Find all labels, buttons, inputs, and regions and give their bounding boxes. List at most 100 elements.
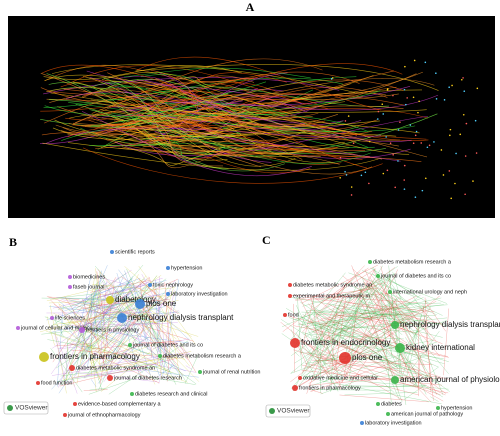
node-label: frontiers in physiology [86, 327, 139, 333]
journal-dot [381, 103, 383, 105]
journal-dot [344, 171, 346, 173]
network-node [298, 376, 302, 380]
network-node [376, 274, 380, 278]
journal-dot [429, 145, 431, 147]
journal-dot [365, 171, 367, 173]
journal-dot [477, 88, 479, 90]
journal-dot [397, 160, 399, 162]
network-node [39, 352, 49, 362]
journal-dot [369, 141, 371, 143]
journal-dot [465, 155, 467, 157]
journal-dot [404, 188, 406, 190]
journal-dot [425, 177, 427, 179]
panel-label: B [9, 235, 17, 249]
network-edge [186, 366, 192, 370]
journal-dot [415, 196, 417, 198]
journal-dot [351, 186, 353, 188]
journal-dot [417, 112, 419, 114]
network-node [110, 250, 114, 254]
network-node [376, 402, 380, 406]
node-label: scientific reports [115, 249, 155, 255]
journal-dot [450, 129, 452, 131]
network-node [68, 275, 72, 279]
network-node [391, 376, 399, 384]
journal-dot [348, 115, 350, 117]
journal-dot [451, 85, 453, 87]
network-node [148, 283, 152, 287]
journal-dot [399, 121, 401, 123]
node-label: frontiers in pharmacology [299, 385, 361, 391]
journal-dot [454, 183, 456, 185]
node-label: oxidative medicine and cellular [303, 375, 378, 381]
journal-dot [444, 99, 446, 101]
journal-dot [455, 153, 457, 155]
journal-dot [448, 86, 450, 88]
network-edge [430, 397, 438, 402]
journal-dot [461, 79, 463, 81]
node-label: frontiers in pharmacology [50, 352, 140, 361]
logo-icon [269, 408, 275, 414]
network-node [69, 365, 75, 371]
node-label: laboratory investigation [365, 420, 422, 426]
network-node [198, 370, 202, 374]
journal-dot [404, 66, 406, 68]
network-node [106, 296, 114, 304]
network-node [395, 343, 405, 353]
network-node [436, 406, 440, 410]
journal-dot [476, 152, 478, 154]
network-node [166, 292, 170, 296]
journal-dot [390, 142, 392, 144]
node-label: food function [41, 380, 73, 386]
journal-dot [392, 154, 394, 156]
journal-dot [351, 194, 353, 196]
journal-dot [420, 142, 422, 144]
journal-dot [404, 165, 406, 167]
node-label: diabetes metabolism research a [163, 353, 242, 359]
network-node [50, 316, 54, 320]
journal-dot [410, 124, 412, 126]
node-label: diabetes metabolic syndrome an [76, 365, 155, 371]
node-label: journal of diabetes and its co [380, 273, 451, 279]
journal-dot [340, 157, 342, 159]
network-node [135, 299, 145, 309]
journal-dot [353, 142, 355, 144]
journal-dot [377, 118, 379, 120]
node-label: nephrology dialysis transplant [128, 313, 234, 322]
journal-dot [383, 173, 385, 175]
panel-label: A [246, 0, 255, 14]
panel-label: C [262, 233, 271, 247]
node-label: faseb journal [73, 284, 105, 290]
journal-dot [334, 128, 336, 130]
network-node [68, 285, 72, 289]
journal-dot [427, 146, 429, 148]
network-node [79, 327, 85, 333]
journal-dot [422, 190, 424, 192]
network-node [73, 402, 77, 406]
journal-dot [406, 97, 408, 99]
node-label: nephrology dialysis transplant [400, 320, 500, 329]
journal-dot [459, 134, 461, 136]
journal-dot [450, 198, 452, 200]
journal-dot [414, 60, 416, 62]
journal-dot [404, 89, 406, 91]
network-node [158, 354, 162, 358]
node-label: frontiers in endocrinology [301, 338, 390, 347]
journal-dot [361, 175, 363, 177]
node-label: evidence-based complementary a [78, 401, 161, 407]
network-edge [345, 392, 418, 395]
journal-dot [413, 142, 415, 144]
node-label: kidney international [406, 343, 475, 352]
network-node [288, 283, 292, 287]
network-edge [84, 390, 108, 391]
node-label: american journal of physiology [400, 375, 500, 384]
journal-dot [472, 180, 474, 182]
journal-dot [466, 123, 468, 125]
node-label: plos one [352, 353, 383, 362]
node-label: life sciences [55, 315, 85, 321]
network-node [388, 290, 392, 294]
journal-dot [368, 183, 370, 185]
network-node [391, 321, 399, 329]
node-label: journal of diabetes and its co [132, 342, 203, 348]
journal-dot [398, 129, 400, 131]
